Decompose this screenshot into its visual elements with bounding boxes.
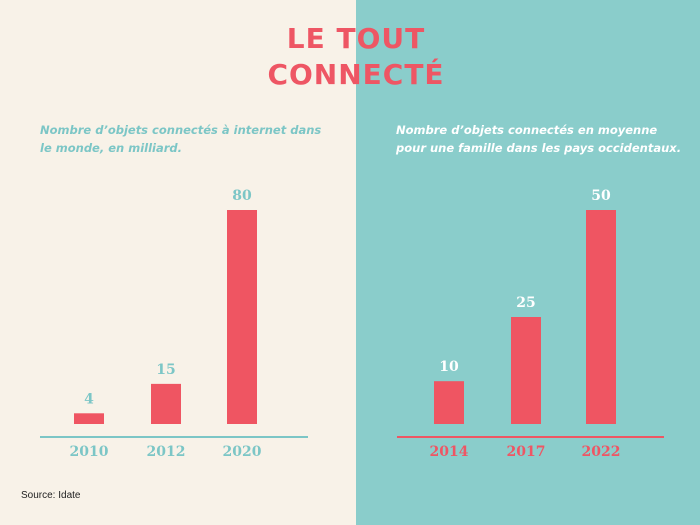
right-category-label-2017: 2017: [507, 444, 546, 460]
left-chart-title: Nombre d’objets connectés à internet dan…: [40, 123, 322, 155]
source-note: Source: Idate: [21, 490, 81, 501]
right-bar-2017: [511, 317, 541, 424]
left-category-label-2020: 2020: [223, 444, 262, 460]
left-bar-2010: [74, 413, 104, 424]
right-bar-2022: [586, 210, 616, 424]
left-bar-2020: [227, 210, 257, 424]
right-value-label-2017: 25: [516, 295, 535, 311]
left-category-label-2012: 2012: [147, 444, 186, 460]
left-value-label-2012: 15: [156, 362, 175, 378]
right-category-label-2014: 2014: [430, 444, 469, 460]
right-bar-2014: [434, 381, 464, 424]
left-category-label-2010: 2010: [70, 444, 109, 460]
right-chart-title: Nombre d’objets connectés en moyenne pou…: [396, 123, 682, 155]
left-bar-2012: [151, 383, 181, 424]
right-category-label-2022: 2022: [582, 444, 621, 460]
page-title-line-1: LE TOUT: [286, 22, 426, 55]
left-value-label-2020: 80: [232, 188, 252, 204]
left-value-label-2010: 4: [84, 391, 94, 407]
page-title-line-2: CONNECTÉ: [267, 58, 445, 91]
right-value-label-2014: 10: [439, 359, 459, 375]
right-value-label-2022: 50: [591, 188, 611, 204]
